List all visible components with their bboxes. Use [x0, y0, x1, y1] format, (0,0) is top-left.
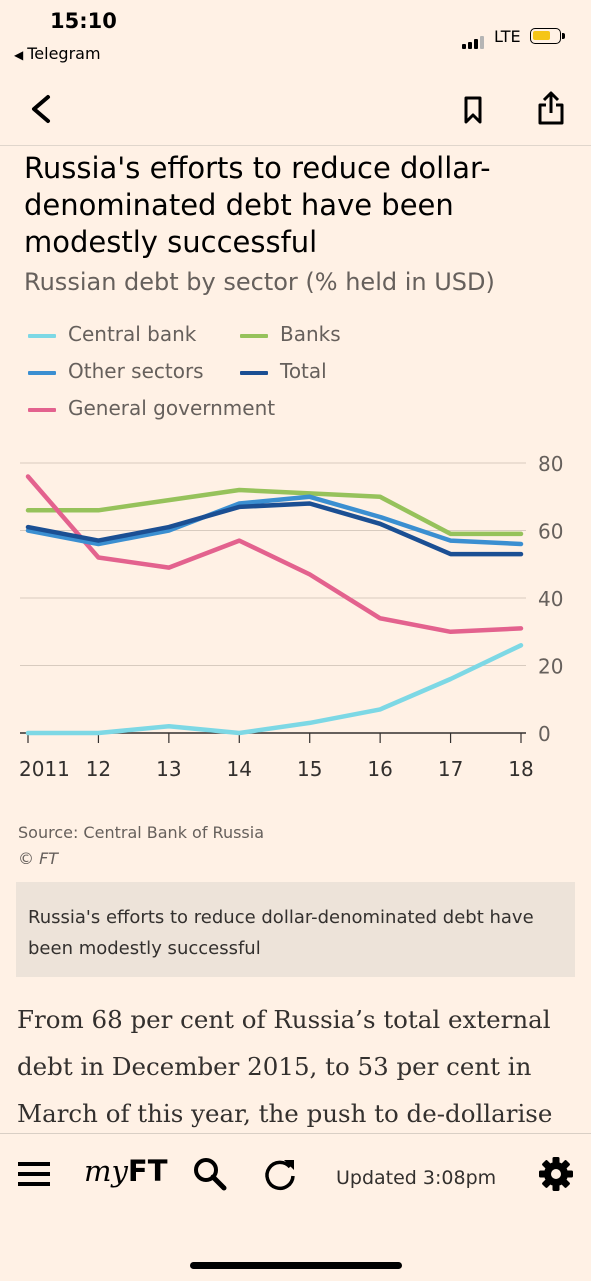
series-line-total: [25, 501, 524, 557]
x-tick-label: 14: [227, 757, 252, 781]
article-nav-bar: [0, 75, 591, 146]
x-tick-label: 15: [297, 757, 322, 781]
series-line-other-sectors: [25, 494, 524, 547]
share-icon[interactable]: [536, 89, 566, 127]
y-tick-label: 0: [538, 722, 551, 746]
status-bar: 15:10 ◀ Telegram LTE: [0, 0, 591, 75]
signal-strength-icon: [462, 30, 486, 49]
chart-source: Source: Central Bank of Russia © FT: [18, 820, 264, 872]
legend-swatch: [28, 407, 56, 412]
x-tick-label: 18: [508, 757, 533, 781]
myft-suffix: FT: [127, 1154, 168, 1188]
copyright-text: © FT: [18, 849, 59, 868]
legend-item-other-sectors: Other sectors: [28, 359, 204, 383]
article-headline: Russia's efforts to reduce dollar-denomi…: [24, 151, 491, 259]
y-tick-label: 20: [538, 655, 563, 679]
refresh-icon[interactable]: [262, 1156, 298, 1192]
y-tick-label: 60: [538, 520, 563, 544]
series-line-banks: [25, 487, 524, 537]
legend-swatch: [28, 333, 56, 338]
myft-prefix: my: [84, 1154, 128, 1188]
legend-label: Banks: [280, 322, 341, 346]
series-line-general-government: [25, 474, 524, 635]
legend-swatch: [240, 370, 268, 375]
x-tick-label: 16: [367, 757, 392, 781]
status-time: 15:10: [50, 9, 117, 33]
x-tick-label: 17: [438, 757, 463, 781]
legend-item-total: Total: [240, 359, 327, 383]
legend-swatch: [28, 370, 56, 375]
chart-legend: Central bank Banks Other sectors Total G…: [28, 322, 568, 422]
legend-item-banks: Banks: [240, 322, 341, 346]
bottom-tab-bar: myFT Updated 3:08pm: [0, 1133, 591, 1281]
home-indicator: [190, 1262, 402, 1269]
x-tick-label: 13: [156, 757, 181, 781]
legend-item-central-bank: Central bank: [28, 322, 196, 346]
legend-label: General government: [68, 396, 276, 420]
y-tick-label: 40: [538, 587, 563, 611]
back-to-app-link[interactable]: ◀ Telegram: [14, 44, 101, 63]
x-tick-label: 2011: [19, 757, 70, 781]
last-updated-text: Updated 3:08pm: [336, 1167, 497, 1189]
legend-item-general-government: General government: [28, 396, 275, 420]
back-triangle-icon: ◀: [14, 48, 24, 62]
legend-label: Other sectors: [68, 359, 204, 383]
source-text: Source: Central Bank of Russia: [18, 823, 265, 842]
gear-icon[interactable]: [538, 1156, 574, 1192]
legend-label: Central bank: [68, 322, 197, 346]
y-tick-label: 80: [538, 452, 563, 476]
legend-swatch: [240, 333, 268, 338]
bookmark-icon[interactable]: [462, 95, 484, 125]
myft-button[interactable]: myFT: [84, 1154, 167, 1188]
image-caption: Russia's efforts to reduce dollar-denomi…: [16, 882, 575, 977]
debt-line-chart: 0 20 40 60 80 2011 12 13 14 15 16 17 18: [19, 452, 563, 781]
network-type: LTE: [494, 27, 521, 46]
series-line-central-bank: [25, 643, 524, 736]
hamburger-menu-icon[interactable]: [18, 1160, 52, 1188]
x-tick-label: 12: [86, 757, 111, 781]
article-body-paragraph: From 68 per cent of Russia’s total exter…: [17, 1005, 553, 1128]
back-app-label: Telegram: [27, 44, 101, 63]
search-icon[interactable]: [192, 1156, 228, 1192]
chevron-left-icon[interactable]: [26, 89, 60, 129]
chart-subtitle: Russian debt by sector (% held in USD): [24, 268, 495, 296]
battery-icon: [530, 28, 565, 44]
legend-label: Total: [280, 359, 327, 383]
